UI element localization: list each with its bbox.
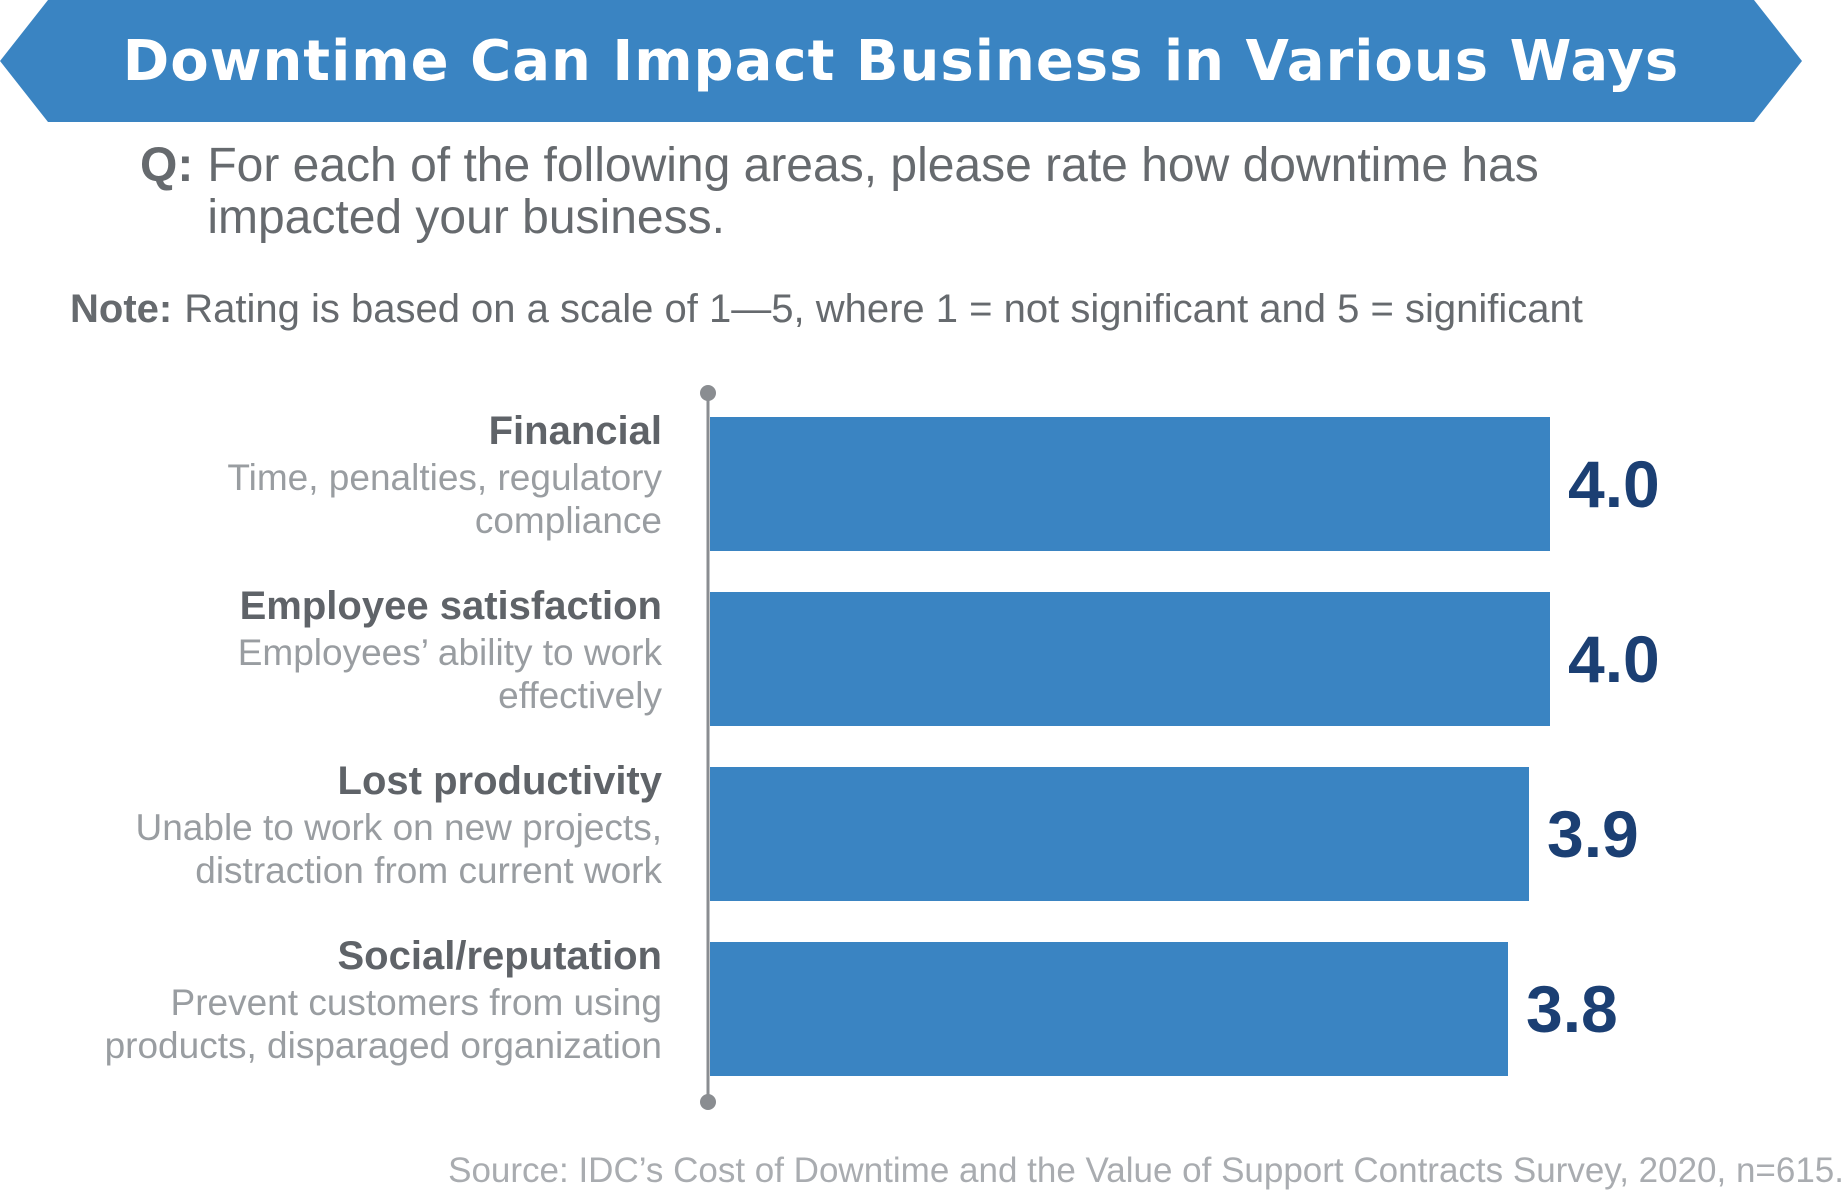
question-label: Q: (140, 139, 194, 192)
value-label-1: 4.0 (1568, 622, 1660, 696)
value-label-3: 3.8 (1526, 972, 1618, 1046)
question-text: For each of the following areas, please … (207, 139, 1539, 244)
value-label-2: 3.9 (1547, 797, 1639, 871)
category-description-3-1: products, disparaged organization (105, 1025, 662, 1066)
survey-question: Q: For each of the following areas, plea… (140, 140, 1700, 244)
category-description-1-1: effectively (498, 675, 662, 716)
category-description-1-0: Employees’ ability to work (238, 632, 663, 673)
category-description-2-1: distraction from current work (195, 850, 662, 891)
axis-bottom-dot (700, 1094, 716, 1110)
category-description-0-0: Time, penalties, regulatory (227, 457, 662, 498)
chart-bars (710, 417, 1550, 1076)
note-label: Note: (70, 287, 173, 331)
source-note: Source: IDC’s Cost of Downtime and the V… (448, 1151, 1844, 1190)
value-label-0: 4.0 (1568, 447, 1660, 521)
category-description-0-1: compliance (475, 500, 662, 541)
rating-note: Note: Rating is based on a scale of 1—5, … (70, 287, 1583, 332)
bar-1 (710, 592, 1550, 726)
category-title-2: Lost productivity (338, 759, 663, 803)
title-banner: Downtime Can Impact Business in Various … (0, 0, 1802, 122)
category-title-1: Employee satisfaction (240, 584, 662, 628)
axis-top-dot (700, 385, 716, 401)
bar-0 (710, 417, 1550, 551)
category-title-3: Social/reputation (338, 934, 663, 978)
category-description-3-0: Prevent customers from using (171, 982, 662, 1023)
category-title-0: Financial (489, 409, 662, 453)
chart-title: Downtime Can Impact Business in Various … (122, 28, 1680, 94)
chart-axis (700, 385, 716, 1110)
note-text: Rating is based on a scale of 1—5, where… (184, 287, 1583, 331)
bar-3 (710, 942, 1508, 1076)
category-description-2-0: Unable to work on new projects, (136, 807, 663, 848)
bar-2 (710, 767, 1529, 901)
value-labels: 4.0 4.0 3.9 3.8 (1526, 447, 1660, 1046)
